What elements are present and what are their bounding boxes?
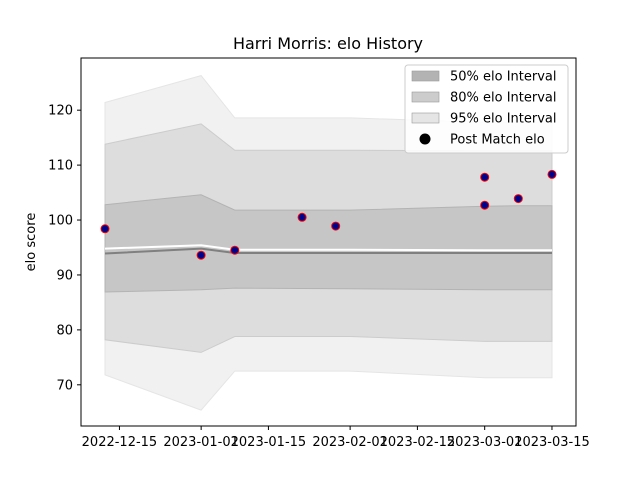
post-match-point <box>480 200 490 210</box>
y-tick-label: 70 <box>56 378 73 393</box>
legend-label: 80% elo Interval <box>450 91 557 106</box>
legend-marker <box>419 133 431 145</box>
x-tick-label: 2023-01-01 <box>163 435 239 450</box>
y-tick-label: 100 <box>48 214 73 229</box>
plot-area-frame <box>80 57 577 427</box>
center-line-0 <box>104 247 552 255</box>
legend-swatch <box>411 91 440 103</box>
legend-label: 95% elo Interval <box>450 112 557 127</box>
post-match-point <box>331 221 341 231</box>
legend-label: Post Match elo <box>450 133 545 148</box>
post-match-point <box>513 194 523 204</box>
band-50-elo-interval <box>104 194 553 293</box>
y-tick-label: 90 <box>56 268 73 283</box>
post-match-points <box>100 169 557 260</box>
post-match-point <box>196 250 206 260</box>
legend-box <box>404 64 569 154</box>
legend-label: 50% elo Interval <box>450 70 557 85</box>
post-match-point <box>297 212 307 222</box>
chart-title: Harri Morris: elo History <box>233 34 423 53</box>
y-axis-label: elo score <box>24 213 39 272</box>
post-match-point <box>100 224 110 234</box>
center-lines <box>104 244 552 255</box>
x-tick-label: 2023-03-01 <box>447 435 523 450</box>
y-tick-label: 80 <box>56 323 73 338</box>
legend: 50% elo Interval 80% elo Interval 95% elo … <box>404 64 569 154</box>
interval-bands <box>104 75 553 411</box>
center-line-1 <box>104 244 552 252</box>
x-tick-label: 2023-03-15 <box>514 435 590 450</box>
post-match-point <box>230 245 240 255</box>
x-tick-label: 2023-02-01 <box>312 435 388 450</box>
legend-swatch <box>411 70 440 82</box>
y-axis: 70 80 90 100 110 120 <box>48 104 81 393</box>
y-tick-label: 120 <box>48 104 73 119</box>
post-match-point <box>547 169 557 179</box>
y-tick-label: 110 <box>48 159 73 174</box>
x-tick-label: 2022-12-15 <box>82 435 158 450</box>
post-match-point <box>480 172 490 182</box>
x-tick-label: 2023-01-15 <box>231 435 307 450</box>
legend-swatch <box>411 112 440 124</box>
x-tick-label: 2023-02-15 <box>380 435 456 450</box>
